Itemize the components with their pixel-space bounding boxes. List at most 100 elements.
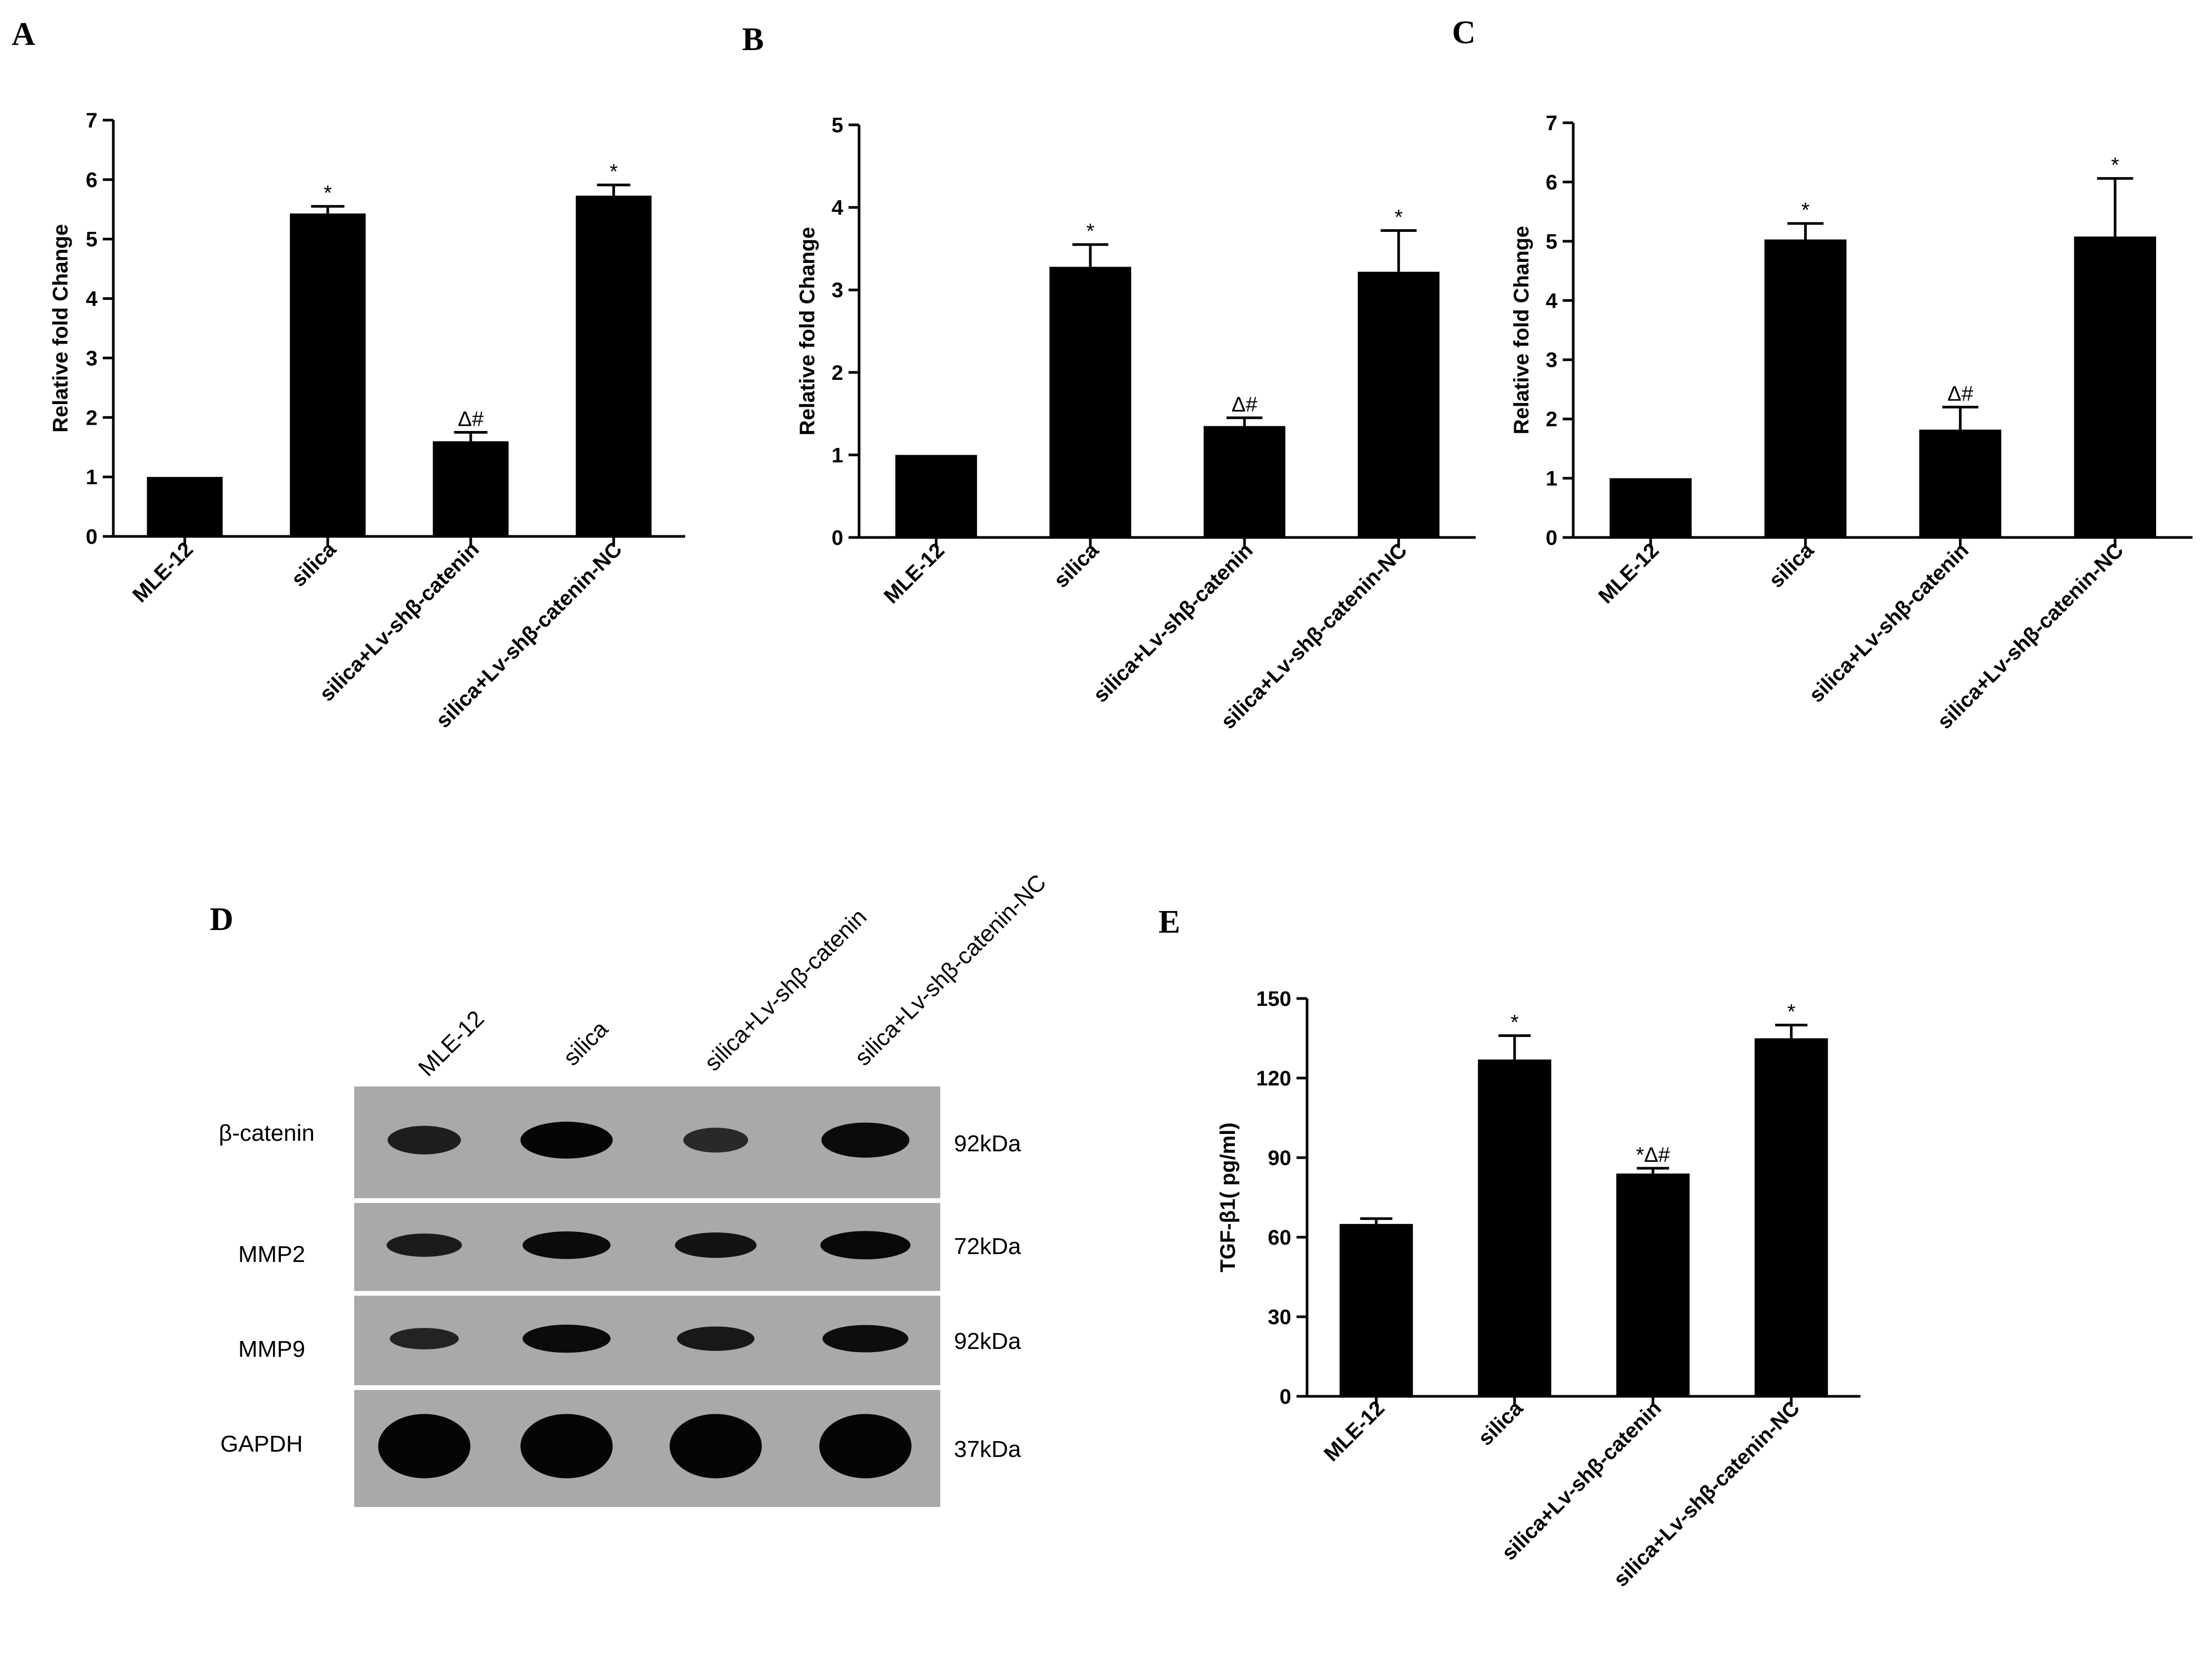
blot-band-2-1 [522,1324,611,1353]
y-tick-label-c: 6 [1546,171,1557,194]
significance-label-c-2: Δ# [1947,383,1974,406]
bar-chart-b: 0 1 2 3 4 5 Relative fold Change MLE-12 * silica Δ… [796,114,1476,733]
panel-label-c: C [1452,15,1476,51]
blot-strips [354,1087,940,1507]
significance-label-b-1: * [1086,220,1095,243]
x-category-label-c-2: silica+Lv-shβ-catenin [1805,539,1973,707]
panel-label-d: D [210,902,233,937]
blot-size-mmp2: 72kDa [954,1234,1021,1259]
blot-band-2-3 [822,1325,909,1353]
blot-size-gapdh: 37kDa [954,1436,1021,1462]
y-tick-label-e: 150 [1256,987,1291,1011]
bar-b-0 [895,455,977,537]
western-blot: MLE-12 silica silica+Lv-shβ-catenin sili… [219,869,1051,1507]
blot-protein-mmp2: MMP2 [238,1241,305,1267]
x-category-label-a-2: silica+Lv-shβ-catenin [315,537,484,706]
significance-label-a-3: * [610,160,618,183]
blot-size-mmp9: 92kDa [954,1328,1021,1354]
y-tick-label-c: 5 [1546,230,1557,253]
y-tick-label-c: 1 [1546,467,1557,491]
x-category-label-c-0: MLE-12 [1594,539,1664,608]
x-category-label-b-2: silica+Lv-shβ-catenin [1089,539,1258,707]
blot-band-1-2 [675,1232,757,1258]
y-tick-label-b: 0 [832,526,843,550]
y-tick-label-e: 60 [1268,1226,1292,1249]
significance-label-b-3: * [1395,205,1403,229]
y-tick-label-b: 5 [832,114,843,137]
y-tick-label-b: 2 [832,361,843,385]
blot-protein-gapdh: GAPDH [220,1431,303,1457]
bar-a-2 [433,441,509,536]
blot-lane-label-silica-sh-nc: silica+Lv-shβ-catenin-NC [850,869,1051,1071]
panel-label-e: E [1158,904,1180,940]
x-category-label-c-3: silica+Lv-shβ-catenin-NC [1933,539,2128,733]
significance-label-c-1: * [1801,199,1810,222]
significance-label-a-2: Δ# [458,408,484,431]
bar-b-1 [1049,267,1132,537]
y-tick-label-c: 3 [1546,349,1557,372]
y-tick-label-e: 90 [1268,1147,1292,1170]
y-tick-label-a: 6 [86,169,98,192]
blot-band-0-2 [683,1128,748,1153]
significance-label-e-2: *Δ# [1636,1143,1670,1167]
blot-band-0-3 [821,1122,910,1158]
y-axis-label-b: Relative fold Change [796,227,819,436]
blot-band-1-1 [522,1231,611,1259]
x-category-label-e-0: MLE-12 [1320,1396,1389,1466]
bar-b-3 [1358,271,1440,537]
x-category-label-c-1: silica [1765,539,1818,592]
y-tick-label-e: 30 [1268,1306,1292,1329]
x-category-label-b-1: silica [1049,539,1103,592]
significance-label-e-1: * [1511,1011,1519,1034]
blot-lane-label-mle12: MLE-12 [413,1005,489,1081]
significance-label-c-3: * [2111,154,2119,177]
panel-label-b: B [742,22,764,57]
y-tick-label-a: 2 [86,406,98,429]
bar-a-3 [576,195,652,536]
y-tick-label-a: 7 [86,109,98,132]
bar-chart-e: 0 30 60 90 120 150 TGF-β1( pg/ml) MLE-12 * silica… [1216,987,1860,1591]
blot-size-beta-catenin: 92kDa [954,1131,1021,1157]
bar-e-1 [1478,1059,1552,1396]
y-axis-label-a: Relative fold Change [49,224,72,433]
significance-label-a-1: * [324,182,332,205]
y-tick-label-a: 0 [86,525,98,549]
y-axis-label-c: Relative fold Change [1510,226,1533,435]
bar-e-2 [1616,1173,1690,1396]
bar-c-1 [1764,239,1847,538]
x-category-label-b-0: MLE-12 [880,539,949,608]
blot-band-3-1 [520,1414,613,1479]
bar-c-0 [1610,478,1692,537]
blot-band-3-3 [819,1414,912,1479]
y-tick-label-e: 120 [1256,1067,1291,1090]
blot-band-3-0 [378,1414,471,1479]
y-tick-label-a: 3 [86,347,98,370]
blot-band-2-2 [677,1326,755,1351]
bar-e-0 [1339,1223,1413,1396]
blot-lane-label-silica: silica [558,1016,613,1071]
y-tick-label-c: 4 [1546,289,1558,312]
blot-band-1-3 [820,1231,911,1260]
y-tick-label-c: 7 [1546,112,1557,135]
y-tick-label-a: 1 [86,466,98,489]
panel-label-a: A [12,16,35,52]
y-tick-label-e: 0 [1280,1385,1291,1408]
y-axis-label-e: TGF-β1( pg/ml) [1216,1122,1240,1272]
blot-band-1-0 [386,1234,462,1257]
y-tick-label-b: 4 [832,197,844,220]
bar-c-3 [2074,236,2156,537]
x-category-label-e-1: silica [1474,1396,1527,1450]
bar-a-1 [289,213,366,537]
bar-b-2 [1203,426,1285,537]
bar-chart-a: 0 1 2 3 4 5 6 7 Relative fold Change MLE-12 * silic… [49,109,685,732]
x-category-label-a-1: silica [287,537,340,591]
y-tick-label-a: 5 [86,228,98,251]
significance-label-e-3: * [1787,1000,1796,1023]
x-category-label-b-3: silica+Lv-shβ-catenin-NC [1216,539,1411,733]
bar-c-2 [1919,429,2002,537]
blot-band-2-0 [389,1328,459,1349]
y-tick-label-c: 0 [1546,526,1557,550]
blot-band-3-2 [669,1414,762,1479]
blot-protein-mmp9: MMP9 [238,1336,305,1362]
blot-band-0-0 [387,1125,461,1154]
